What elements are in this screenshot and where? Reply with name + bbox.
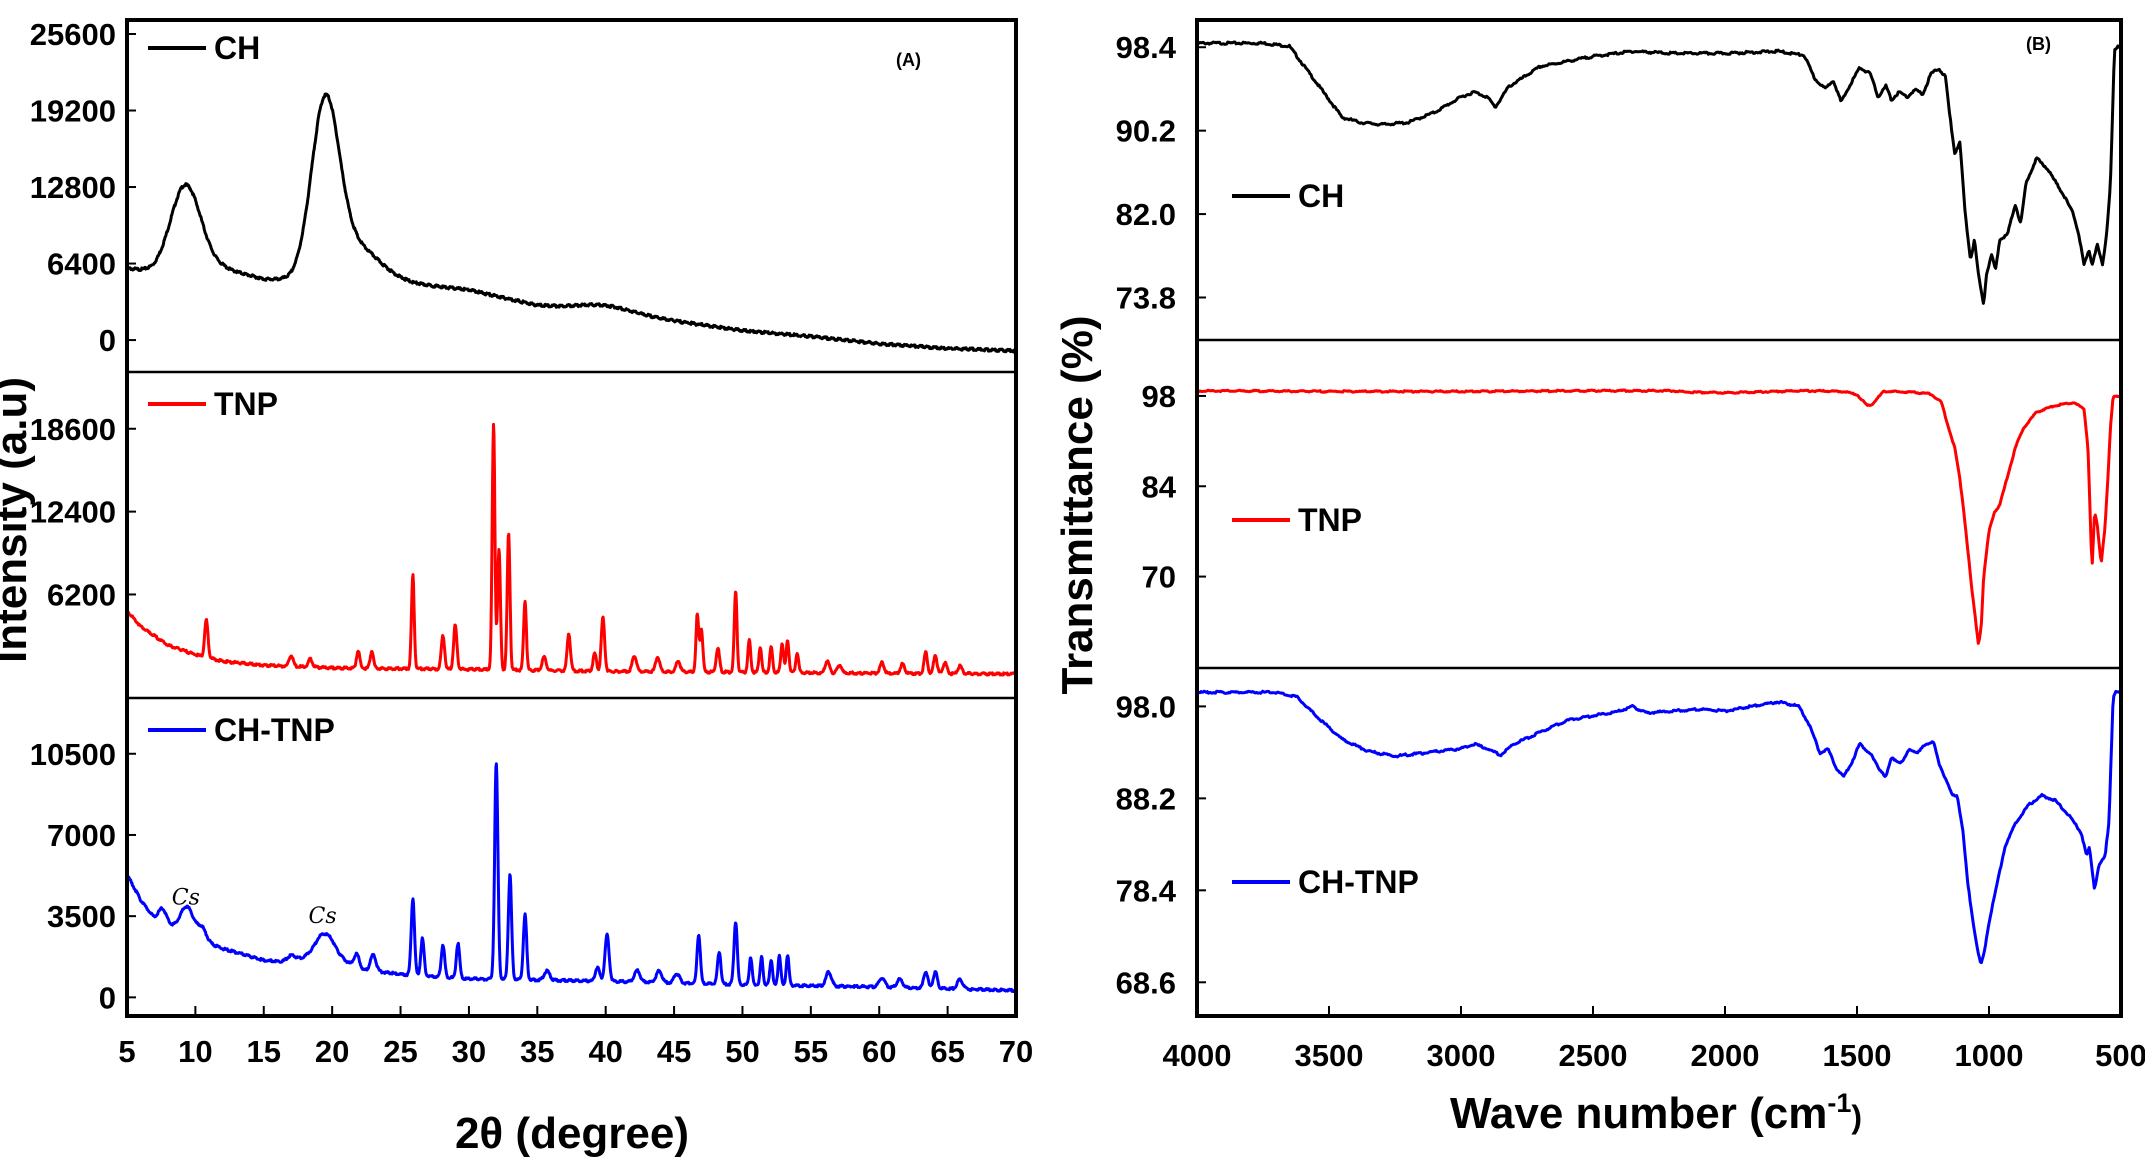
y-axis-title: Transmittance (%) xyxy=(1053,316,1102,695)
subplot-tnp: 98 84 70 TNP xyxy=(1142,338,2122,645)
peak-annotation: Cs xyxy=(309,904,337,929)
x-tick-label: 1000 xyxy=(1955,1038,2024,1073)
x-tick-label: 30 xyxy=(452,1034,486,1069)
x-tick-label: 25 xyxy=(383,1034,417,1069)
x-tick-label: 50 xyxy=(725,1034,759,1069)
y-tick-label: 73.8 xyxy=(1116,281,1176,316)
series-line-tnp xyxy=(125,422,1017,677)
plot-frame xyxy=(125,18,1018,1018)
subplot-tnp: 18600 12400 6200 TNP xyxy=(30,370,1017,677)
y-tick-label: 6200 xyxy=(47,577,116,612)
x-tick-label: 3500 xyxy=(1295,1038,1364,1073)
x-axis-title: Wave number (cm-1) xyxy=(1450,1088,1862,1138)
legend-label-tnp: TNP xyxy=(214,386,278,422)
x-axis-title-close: ) xyxy=(1851,1099,1862,1135)
x-tick-label: 500 xyxy=(2095,1038,2145,1073)
chart-panel-a: 25600192001280064000CH18600124006200TNP1… xyxy=(0,17,1033,1158)
chart-panel-b: 98.4 90.2 82.0 73.8 CH 98 84 70 TNP 98.0 88.2 78.4 6… xyxy=(1053,18,2145,1138)
y-tick-label: 82.0 xyxy=(1116,197,1176,232)
series-line-ch xyxy=(1195,40,2122,305)
legend-label-ch-tnp: CH-TNP xyxy=(1298,864,1419,900)
x-tick-label: 1500 xyxy=(1823,1038,1892,1073)
y-tick-label: 70 xyxy=(1142,560,1176,595)
x-tick-label: 65 xyxy=(930,1034,964,1069)
x-tick-label: 5 xyxy=(118,1034,135,1069)
y-tick-label: 98.0 xyxy=(1116,689,1176,724)
y-tick-label: 10500 xyxy=(30,737,116,772)
y-tick-label: 12400 xyxy=(30,495,116,530)
x-tick-label: 40 xyxy=(588,1034,622,1069)
legend-label-tnp: TNP xyxy=(1298,502,1362,538)
legend-label-ch-tnp: CH-TNP xyxy=(214,712,335,748)
x-tick-label: 15 xyxy=(247,1034,281,1069)
panel-label: (B) xyxy=(2026,34,2051,54)
y-tick-label: 90.2 xyxy=(1116,114,1176,149)
y-tick-label: 88.2 xyxy=(1116,781,1176,816)
x-tick-label: 70 xyxy=(999,1034,1033,1069)
x-tick-label: 55 xyxy=(794,1034,828,1069)
x-tick-label: 45 xyxy=(657,1034,691,1069)
plot-frame xyxy=(1195,18,2123,1018)
y-axis-title: Intensity (a.u) xyxy=(0,377,36,663)
y-tick-label: 84 xyxy=(1142,469,1177,504)
x-tick-label: 10 xyxy=(178,1034,212,1069)
y-tick-label: 0 xyxy=(99,980,116,1015)
y-tick-label: 25600 xyxy=(30,17,116,52)
y-tick-label: 12800 xyxy=(30,170,116,205)
y-tick-label: 19200 xyxy=(30,94,116,129)
y-tick-label: 98.4 xyxy=(1116,30,1177,65)
legend-label-ch: CH xyxy=(1298,178,1344,214)
panel-label: (A) xyxy=(896,50,921,70)
x-tick-label: 2500 xyxy=(1559,1038,1628,1073)
y-tick-label: 0 xyxy=(99,323,116,358)
series-line-tnp xyxy=(1196,388,2122,645)
y-tick-label: 68.6 xyxy=(1116,965,1176,1000)
x-axis-title-main: Wave number (cm xyxy=(1450,1089,1827,1138)
series-line-ch-tnp xyxy=(1196,689,2122,965)
x-tick-label: 60 xyxy=(862,1034,896,1069)
x-axis-title-sup: -1 xyxy=(1827,1088,1851,1118)
x-tick-label: 35 xyxy=(520,1034,554,1069)
y-tick-label: 7000 xyxy=(47,818,116,853)
subplot-ch: 98.4 90.2 82.0 73.8 CH xyxy=(1116,30,2122,316)
x-tick-label: 2000 xyxy=(1691,1038,1760,1073)
subplot-ch: 25600 19200 12800 6400 0 CH xyxy=(30,17,1017,358)
x-tick-label: 4000 xyxy=(1163,1038,1232,1073)
y-tick-label: 78.4 xyxy=(1116,873,1177,908)
subplot-ch-tnp: 98.0 88.2 78.4 68.6 CH-TNP xyxy=(1116,666,2122,1000)
x-tick-label: 20 xyxy=(315,1034,349,1069)
peak-annotation: Cs xyxy=(172,886,200,911)
subplot-ch-tnp: 10500 7000 3500 0 CH-TNP Cs Cs xyxy=(30,696,1017,1015)
y-tick-label: 6400 xyxy=(47,247,116,282)
series-line-ch xyxy=(125,92,1017,354)
x-tick-label: 3000 xyxy=(1427,1038,1496,1073)
legend-label-ch: CH xyxy=(214,30,260,66)
y-tick-label: 3500 xyxy=(47,899,116,934)
series-line-ch-tnp xyxy=(125,762,1017,993)
y-tick-label: 98 xyxy=(1142,379,1176,414)
y-tick-label: 18600 xyxy=(30,412,116,447)
x-axis-title: 2θ (degree) xyxy=(455,1109,689,1158)
